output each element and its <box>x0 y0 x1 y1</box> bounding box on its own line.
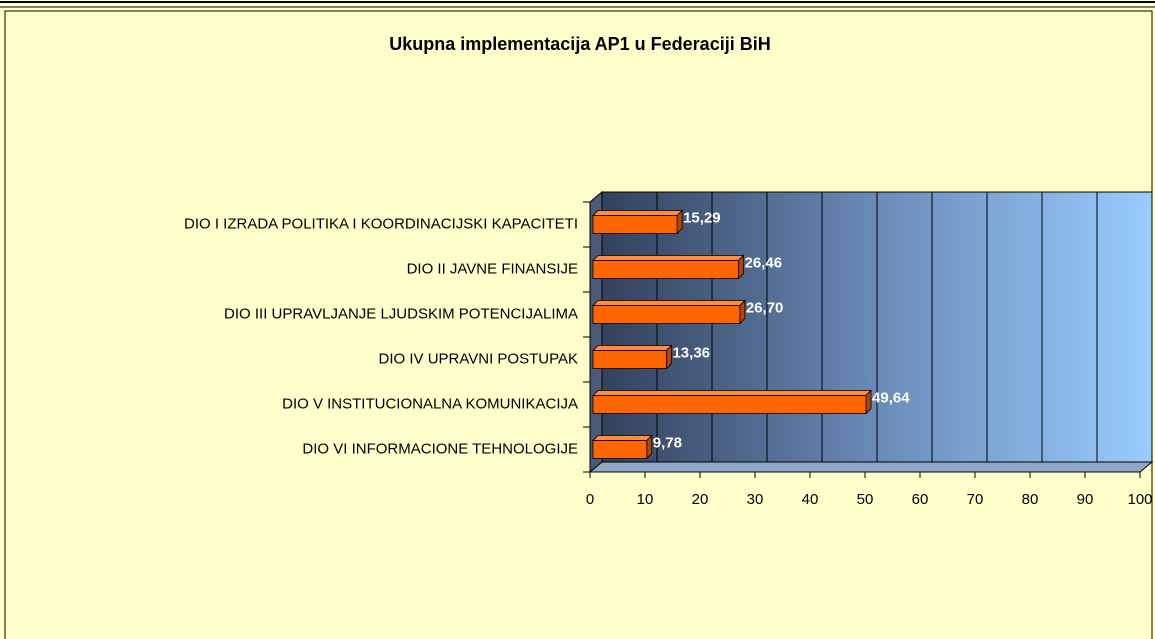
value-label: 13,36 <box>672 344 710 361</box>
bar-face <box>592 260 739 279</box>
bar-face <box>592 255 745 261</box>
x-tick-label: 60 <box>912 491 929 508</box>
bar <box>592 254 745 280</box>
x-tick-label: 90 <box>1077 491 1094 508</box>
x-tick-label: 100 <box>1127 491 1152 508</box>
y-tick-label: DIO III UPRAVLJANJE LJUDSKIM POTENCIJALI… <box>224 305 578 322</box>
bar-face <box>592 300 746 306</box>
y-tick-label: DIO IV UPRAVNI POSTUPAK <box>379 350 578 367</box>
bar-face <box>592 215 678 234</box>
value-label: 49,64 <box>872 389 910 406</box>
x-tick-label: 30 <box>747 491 764 508</box>
side-wall <box>589 190 603 474</box>
bar <box>592 434 653 460</box>
x-tick-label: 50 <box>857 491 874 508</box>
x-tick-label: 40 <box>802 491 819 508</box>
y-tick-label: DIO V INSTITUCIONALNA KOMUNIKACIJA <box>282 395 578 412</box>
bar-face <box>592 305 741 324</box>
bar-face <box>592 435 653 441</box>
bar-face <box>592 440 648 459</box>
value-label: 9,78 <box>653 434 682 451</box>
bar-face <box>592 390 872 396</box>
value-label: 15,29 <box>683 209 721 226</box>
chart-title: Ukupna implementacija AP1 u Federaciji B… <box>389 34 770 54</box>
bar-face <box>592 395 867 414</box>
y-tick-label: DIO II JAVNE FINANSIJE <box>407 260 578 277</box>
bar-face <box>592 350 667 369</box>
bar <box>592 299 746 325</box>
value-label: 26,46 <box>745 254 783 271</box>
value-label: 26,70 <box>746 299 784 316</box>
bar <box>592 389 872 415</box>
y-tick-label: DIO VI INFORMACIONE TEHNOLOGIJE <box>302 440 578 457</box>
bar <box>592 344 673 370</box>
floor <box>588 461 1154 473</box>
x-tick-label: 20 <box>692 491 709 508</box>
bar-face <box>592 345 673 351</box>
bar <box>592 209 684 235</box>
x-tick-label: 0 <box>586 491 594 508</box>
bar-face <box>592 210 684 216</box>
x-tick-label: 10 <box>637 491 654 508</box>
x-tick-label: 80 <box>1022 491 1039 508</box>
y-tick-label: DIO I IZRADA POLITIKA I KOORDINACIJSKI K… <box>184 215 578 232</box>
x-tick-label: 70 <box>967 491 984 508</box>
